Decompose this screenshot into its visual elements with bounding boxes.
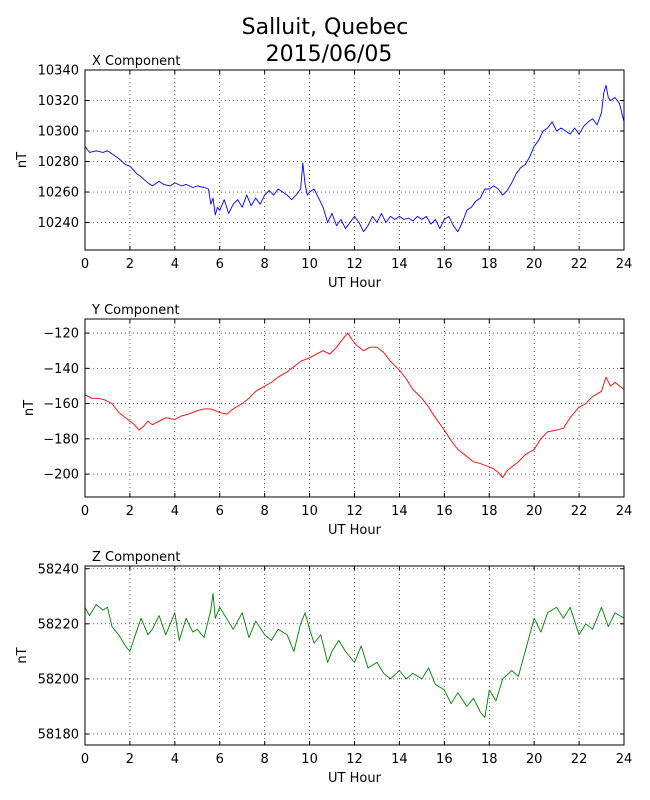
x-tick-label: 18 <box>481 504 498 519</box>
y-tick-label: 58180 <box>38 727 79 742</box>
y-tick-label: 58240 <box>38 562 79 577</box>
x-tick-label: 22 <box>571 504 588 519</box>
y-tick-label: −120 <box>43 327 79 342</box>
y-axis-label: nT <box>15 152 30 168</box>
x-tick-label: 22 <box>571 752 588 767</box>
plot-frame <box>84 565 625 746</box>
x-tick-label: 16 <box>436 504 453 519</box>
y-tick-label: −160 <box>43 397 79 412</box>
x-tick-label: 14 <box>391 504 408 519</box>
y-tick-label: −140 <box>43 362 79 377</box>
x-tick-label: 8 <box>261 752 269 767</box>
x-tick-label: 8 <box>261 257 269 272</box>
x-tick-label: 4 <box>171 504 179 519</box>
x-tick-label: 4 <box>171 752 179 767</box>
x-tick-label: 14 <box>391 752 408 767</box>
panel-z: 0 2 4 6 8 10 12 14 16 18 20 22 245824058220582005818… <box>15 550 632 786</box>
x-tick-label: 2 <box>126 752 134 767</box>
series-line-y <box>84 332 625 479</box>
y-tick-label: 58220 <box>38 617 79 632</box>
x-tick-label: 10 <box>301 752 318 767</box>
x-tick-label: 20 <box>526 504 543 519</box>
x-tick-label: 6 <box>216 504 224 519</box>
x-tick-label: 22 <box>571 257 588 272</box>
y-axis-label: nT <box>22 400 37 416</box>
panel-y: 0 2 4 6 8 10 12 14 16 18 20 22 24−120−140−160−180−20… <box>22 303 632 538</box>
x-tick-label: 18 <box>481 257 498 272</box>
x-tick-label: 24 <box>616 504 633 519</box>
x-tick-label: 0 <box>81 504 89 519</box>
x-axis-label: UT Hour <box>328 276 382 291</box>
x-tick-label: 20 <box>526 257 543 272</box>
panel-title: Y Component <box>91 303 180 318</box>
x-tick-label: 16 <box>436 257 453 272</box>
x-tick-label: 24 <box>616 752 633 767</box>
plot-panels: 0 2 4 6 8 10 12 14 16 18 20 22 241024010260102801030… <box>15 54 632 786</box>
y-tick-label: 10320 <box>38 94 79 109</box>
figure-subtitle: 2015/06/05 <box>266 42 393 67</box>
x-tick-label: 14 <box>391 257 408 272</box>
x-tick-label: 10 <box>301 504 318 519</box>
panel-title: Z Component <box>92 550 181 565</box>
x-tick-label: 20 <box>526 752 543 767</box>
x-axis-label: UT Hour <box>328 771 382 786</box>
x-tick-label: 12 <box>346 257 363 272</box>
series-line-z <box>84 593 625 718</box>
x-tick-label: 4 <box>171 257 179 272</box>
x-tick-label: 2 <box>126 257 134 272</box>
x-tick-label: 24 <box>616 257 633 272</box>
y-tick-label: −180 <box>43 432 79 447</box>
x-tick-label: 18 <box>481 752 498 767</box>
y-tick-label: 10340 <box>38 64 79 79</box>
y-tick-label: −200 <box>43 468 79 483</box>
x-tick-label: 2 <box>126 504 134 519</box>
y-axis-label: nT <box>15 647 30 663</box>
x-tick-label: 12 <box>346 752 363 767</box>
y-tick-label: 10260 <box>38 186 79 201</box>
y-tick-label: 10300 <box>38 125 79 140</box>
x-tick-label: 12 <box>346 504 363 519</box>
x-axis-label: UT Hour <box>328 523 382 538</box>
x-tick-label: 16 <box>436 752 453 767</box>
panel-x: 0 2 4 6 8 10 12 14 16 18 20 22 241024010260102801030… <box>15 54 632 291</box>
series-line-x <box>84 84 625 233</box>
panel-title: X Component <box>92 54 181 69</box>
plot-frame <box>84 318 625 498</box>
plot-frame <box>84 69 625 251</box>
x-tick-label: 6 <box>216 752 224 767</box>
y-tick-label: 58200 <box>38 672 79 687</box>
figure-title: Salluit, Quebec <box>242 15 409 40</box>
x-tick-label: 0 <box>81 257 89 272</box>
x-tick-label: 10 <box>301 257 318 272</box>
x-tick-label: 0 <box>81 752 89 767</box>
x-tick-label: 8 <box>261 504 269 519</box>
x-tick-label: 6 <box>216 257 224 272</box>
y-tick-label: 10240 <box>38 216 79 231</box>
y-tick-label: 10280 <box>38 155 79 170</box>
